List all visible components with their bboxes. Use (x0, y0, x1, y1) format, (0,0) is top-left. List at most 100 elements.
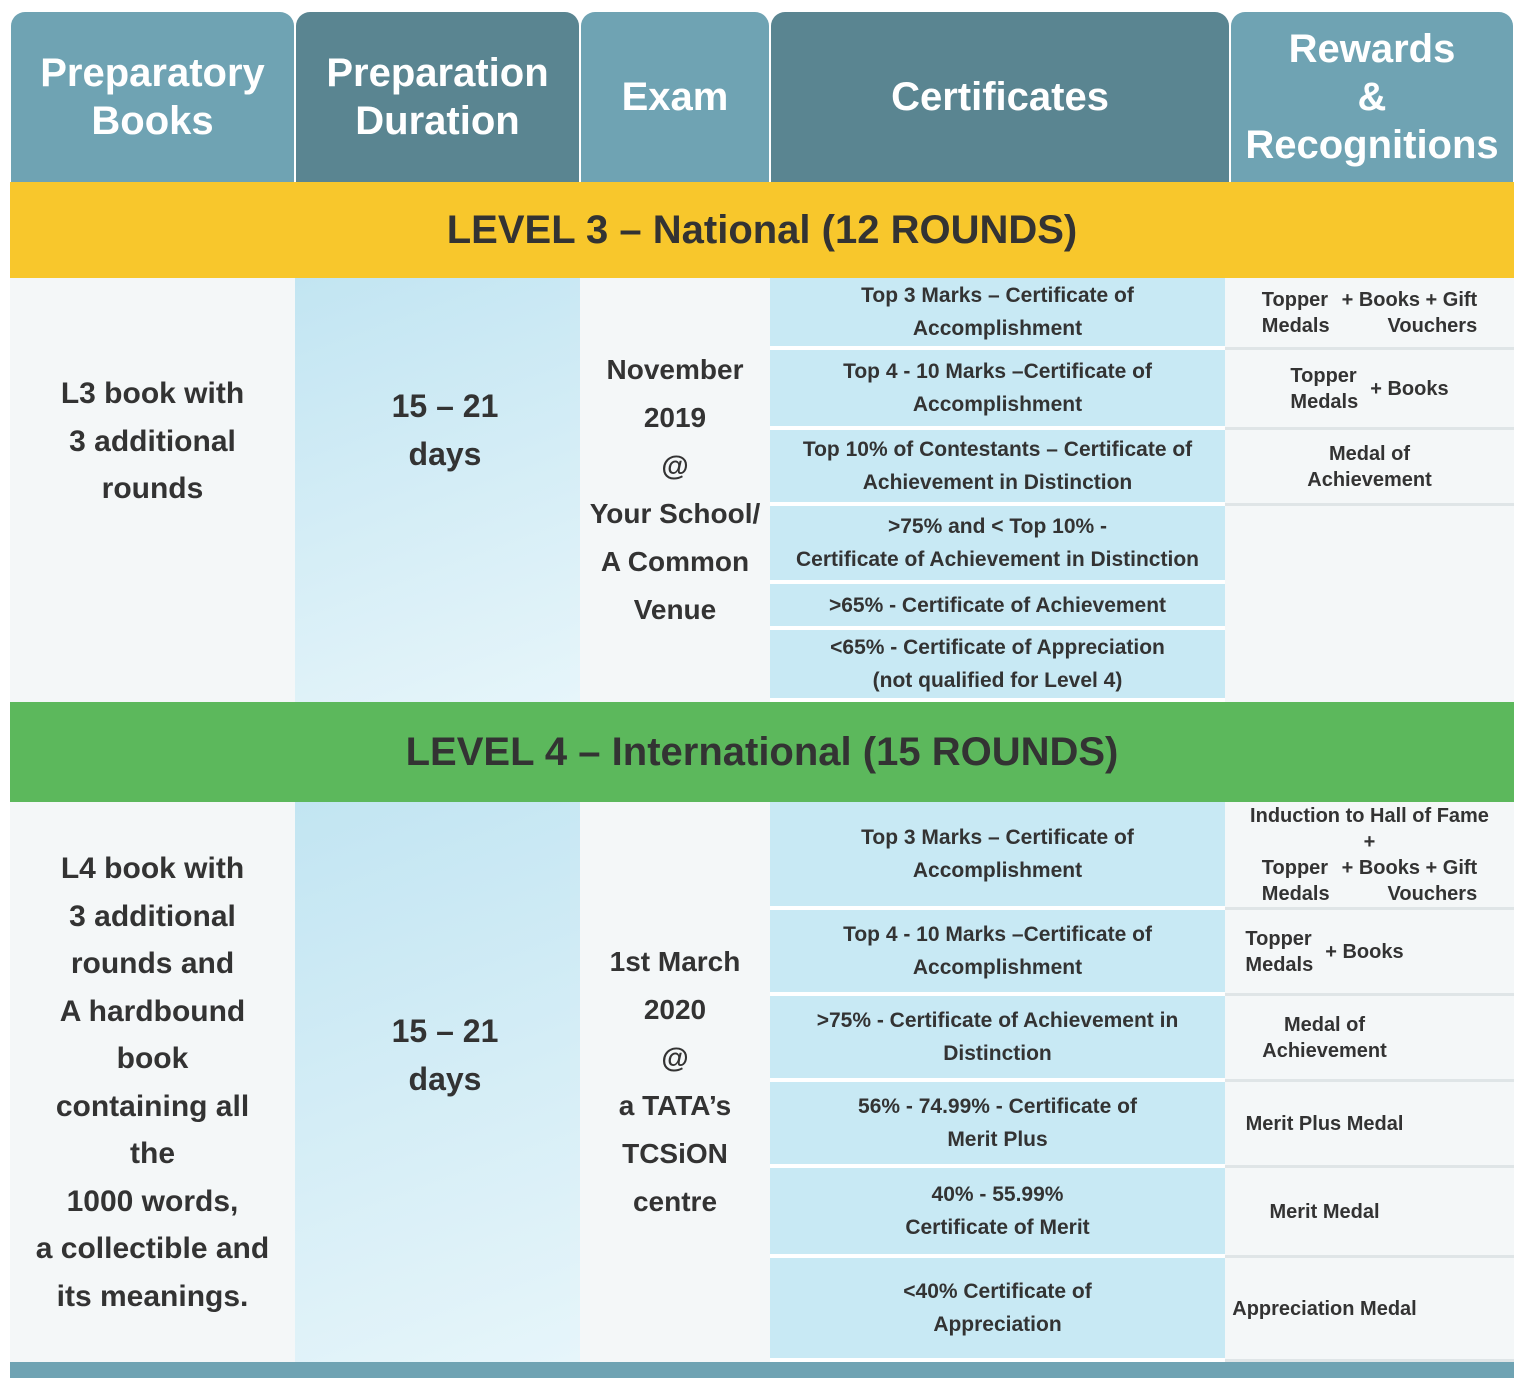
reward-extra: + Books + Gift Vouchers (1342, 287, 1478, 339)
reward-content: Medal of Achievement (1307, 441, 1432, 493)
level-title: LEVEL 3 – National (12 ROUNDS) (446, 207, 1078, 252)
certificate-line: Certificate of Achievement in Distinctio… (796, 548, 1199, 571)
certificate-row: Top 3 Marks – Certificate of Accomplishme… (770, 802, 1225, 910)
certificate-line: Top 4 - 10 Marks –Certificate of (843, 360, 1152, 383)
book-line: L4 book with (60, 852, 245, 885)
exam-line: A Common (600, 546, 750, 577)
reward-row: Appreciation Medal (1225, 1258, 1514, 1362)
book-line: book (116, 1042, 189, 1075)
reward-content: Topper Medals + Books (1290, 363, 1448, 415)
reward-content: Topper Medals + Books + Gift Vouchers (1262, 287, 1477, 339)
certificate-line: (not qualified for Level 4) (872, 669, 1123, 692)
exam-line: TCSiON (622, 1138, 728, 1169)
reward-extra: + Books (1370, 376, 1448, 402)
reward-medal-line: Topper (1261, 288, 1329, 311)
reward-extra-line: + Books + Gift (1341, 288, 1478, 311)
certificate-row: >75% and < Top 10% - Certificate of Achie… (770, 506, 1225, 584)
certificate-line: >75% and < Top 10% - (887, 515, 1107, 538)
reward-content: Appreciation Medal (1232, 1296, 1416, 1322)
exam-line: @ (661, 450, 689, 481)
reward-medal: Merit Plus Medal (1246, 1111, 1404, 1137)
reward-medal-line: Merit Medal (1269, 1200, 1380, 1223)
reward-medal: Topper Medals (1262, 287, 1330, 339)
certificate-line: Top 4 - 10 Marks –Certificate of (843, 923, 1152, 946)
exam-line: 2020 (643, 994, 707, 1025)
header-text: Duration (355, 99, 520, 143)
certificate-row: 56% - 74.99% - Certificate of Merit Plus (770, 1082, 1225, 1168)
certificate-line: Certificate of Merit (905, 1216, 1090, 1239)
certificate-row: <40% Certificate of Appreciation (770, 1258, 1225, 1362)
certificate-row: Top 4 - 10 Marks –Certificate of Accompli… (770, 350, 1225, 430)
duration-line: 15 – 21 (391, 1013, 499, 1049)
duration-line: days (408, 1061, 482, 1097)
reward-medal-line: Medals (1261, 882, 1330, 905)
reward-row: Topper Medals + Books (1225, 350, 1514, 430)
header-text: Books (91, 99, 214, 143)
certificate-line: >65% - Certificate of Achievement (828, 593, 1167, 617)
reward-row: Merit Medal (1225, 1168, 1514, 1258)
book-line: rounds and (70, 947, 235, 980)
reward-extra-line: + Books (1370, 377, 1449, 400)
book-line: 3 additional (69, 899, 236, 933)
reward-medal-line: Medal of (1283, 1013, 1366, 1036)
certificate-row: >75% - Certificate of Achievement in Dist… (770, 996, 1225, 1082)
reward-medal-line: Achievement (1262, 1039, 1387, 1062)
exam-line: centre (632, 1186, 718, 1217)
reward-medal-line: Medals (1261, 314, 1330, 337)
book-line: a collectible and (35, 1232, 270, 1265)
exam-line: Your School/ (589, 498, 761, 529)
reward-row: Medal of Achievement (1225, 996, 1514, 1082)
certificate-line: Top 3 Marks – Certificate of (861, 284, 1134, 307)
exam-line: @ (661, 1042, 689, 1073)
reward-medal: Appreciation Medal (1232, 1296, 1416, 1322)
exam-line: November (606, 354, 744, 385)
certificate-line: >75% - Certificate of Achievement in (816, 1009, 1179, 1032)
header-text: Exam (621, 75, 729, 119)
certificate-line: 56% - 74.99% - Certificate of (858, 1095, 1137, 1118)
exam-line: 1st March (609, 946, 741, 977)
reward-content: Merit Medal (1269, 1199, 1379, 1225)
reward-medal: Medal of Achievement (1262, 1012, 1387, 1064)
book-line: 1000 words, (66, 1184, 239, 1218)
exam-line: a TATA’s (618, 1090, 732, 1121)
reward-extra: + Books + Gift Vouchers (1342, 855, 1478, 907)
reward-heading-line: + (1363, 830, 1376, 853)
exam-text: 1st March 2020 @ a TATA’s TCSiON centre (580, 802, 770, 1362)
certificate-row: Top 10% of Contestants – Certificate of A… (770, 430, 1225, 506)
book-line: 3 additional (69, 424, 236, 458)
certificate-line: Accomplishment (912, 956, 1083, 979)
reward-row: Medal of Achievement (1225, 430, 1514, 506)
reward-medal-line: Topper (1261, 856, 1329, 879)
book-line: L3 book with (60, 377, 245, 410)
certificate-line: Top 10% of Contestants – Certificate of (802, 438, 1193, 461)
header-cell: Certificates (771, 12, 1229, 182)
reward-medal-line: Medals (1290, 390, 1359, 413)
certificate-line: Distinction (943, 1042, 1052, 1065)
rewards-column (1225, 802, 1514, 1362)
reward-extra-line: + Books + Gift (1341, 856, 1478, 879)
header-text: Certificates (891, 75, 1109, 119)
header-text: Recognitions (1245, 123, 1499, 167)
duration-column (295, 278, 580, 702)
exam-text: November 2019 @ Your School/A Common Venue (580, 278, 770, 702)
certificate-line: Accomplishment (912, 317, 1083, 340)
reward-medal-line: Appreciation Medal (1232, 1297, 1417, 1320)
certificate-line: Accomplishment (912, 393, 1083, 416)
reward-row: Topper Medals + Books (1225, 910, 1514, 996)
reward-medal-line: Topper (1245, 927, 1312, 950)
reward-heading-line: Induction to Hall of Fame (1250, 804, 1489, 827)
header-cell: Preparation Duration (296, 12, 579, 182)
exam-line: 2019 (643, 402, 707, 433)
header-text: Rewards (1288, 27, 1456, 71)
reward-medal-line: Achievement (1307, 468, 1432, 491)
book-line: A hardbound (59, 994, 246, 1028)
header-text: Preparation (326, 51, 549, 95)
exam-column (580, 278, 770, 702)
reward-medal-line: Medal of (1328, 442, 1411, 465)
certificate-line: Top 3 Marks – Certificate of (861, 826, 1134, 849)
book-line: containing all (55, 1089, 250, 1123)
duration-line: days (408, 436, 482, 472)
duration-text: 15 – 21 days (295, 370, 595, 490)
book-text: L3 book with 3 additional rounds (10, 370, 295, 530)
